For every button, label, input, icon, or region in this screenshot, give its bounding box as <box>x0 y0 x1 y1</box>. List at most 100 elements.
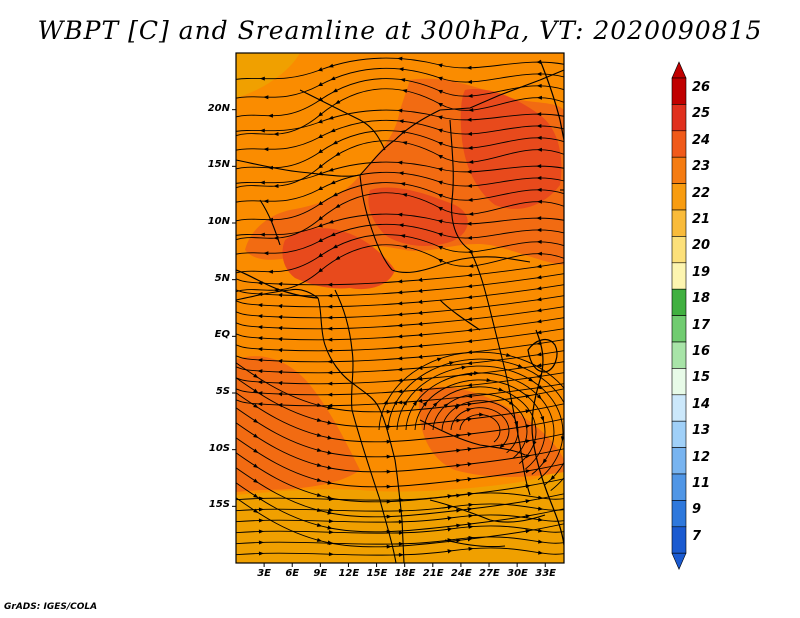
streamline <box>236 234 564 274</box>
streamline-arrow <box>332 244 338 249</box>
lon-label: 30E <box>507 568 528 579</box>
streamline <box>236 295 564 320</box>
streamline-arrow <box>466 339 473 344</box>
streamline-arrow <box>328 519 334 524</box>
streamline-arrow <box>466 317 473 322</box>
streamline <box>236 361 564 386</box>
streamline-arrow <box>253 418 259 424</box>
streamline-arrow <box>456 448 462 453</box>
streamline-arrow <box>536 216 542 221</box>
streamline <box>236 284 564 309</box>
colorbar-label: 12 <box>692 449 711 465</box>
colorbar-bottom-arrow <box>671 552 687 570</box>
streamline-arrow <box>536 308 542 313</box>
streamline-arrow <box>468 159 474 164</box>
streamline-arrow <box>335 151 341 157</box>
streamline-arrow <box>563 388 564 394</box>
streamline-arrow <box>257 314 263 319</box>
streamline-arrow <box>466 235 472 240</box>
streamline-arrow <box>327 359 333 364</box>
colorbar <box>671 61 687 570</box>
streamline-arrow <box>263 95 269 100</box>
grads-credit: GrADS: IGES/COLA <box>4 602 98 612</box>
streamline-arrow <box>536 297 542 302</box>
streamline-arrow <box>400 130 406 135</box>
streamline-arrow <box>456 478 462 483</box>
streamline-arrow <box>398 552 404 557</box>
colorbar-swatch <box>671 262 687 290</box>
streamline-arrow <box>328 115 334 120</box>
streamline-arrow <box>536 95 542 100</box>
colorbar-label: 19 <box>692 264 711 280</box>
streamline-arrow <box>259 128 265 133</box>
streamline-arrow <box>257 380 263 385</box>
streamline-arrow <box>536 363 542 368</box>
streamline-arrow <box>253 508 259 514</box>
streamline-arrow <box>257 369 263 374</box>
lon-label: 18E <box>394 568 416 579</box>
streamline-arrow <box>536 164 542 169</box>
streamline-arrow <box>536 239 542 244</box>
streamline-arrow <box>542 458 548 464</box>
lat-label: 10S <box>208 442 230 454</box>
streamline-arrow <box>335 99 341 105</box>
streamline-arrow <box>328 541 334 546</box>
streamline-arrow <box>468 513 474 518</box>
streamline-arrow <box>253 493 259 499</box>
streamline-arrow <box>253 403 259 409</box>
lon-label: 3E <box>257 568 271 579</box>
streamline-arrow <box>466 295 473 300</box>
lat-label: EQ <box>214 329 230 341</box>
streamline-arrow <box>253 448 259 454</box>
streamline <box>396 365 564 481</box>
lat-label: 10N <box>207 216 230 227</box>
streamline-arrow <box>456 418 462 423</box>
lat-label: 5S <box>215 386 230 397</box>
streamline-arrow <box>436 357 443 362</box>
streamline-arrow <box>536 123 542 128</box>
streamline-arrow <box>466 284 473 289</box>
streamline-arrow <box>466 394 473 399</box>
streamline-arrow <box>468 502 474 507</box>
colorbar-swatch <box>671 130 687 158</box>
streamlines <box>236 56 564 557</box>
streamline-arrow <box>257 402 263 407</box>
colorbar-label: 11 <box>692 476 711 491</box>
streamline-arrow <box>505 353 512 357</box>
country-borders <box>236 69 564 563</box>
streamline <box>236 339 564 364</box>
streamline <box>236 182 564 222</box>
colorbar-label: 24 <box>692 132 711 148</box>
colorbar-label: 9 <box>692 502 702 518</box>
streamline-arrow <box>466 117 472 122</box>
lon-label: 12E <box>338 568 360 579</box>
lat-label: 20N <box>207 102 230 114</box>
streamline-arrow <box>536 286 542 291</box>
streamline-arrow <box>327 403 333 408</box>
streamline-arrow <box>316 433 323 437</box>
streamline-arrow <box>466 372 473 377</box>
streamline-arrow <box>525 499 531 504</box>
colorbar-swatch <box>671 104 687 132</box>
streamline-arrow <box>397 389 403 394</box>
lon-label: 27E <box>479 568 500 579</box>
streamline-arrow <box>536 147 542 152</box>
colorbar-label: 23 <box>692 159 711 175</box>
colorbar-swatch <box>671 341 687 369</box>
streamline-arrow <box>328 219 334 224</box>
colorbar-label: 26 <box>692 80 711 95</box>
streamline-arrow <box>466 361 473 366</box>
lat-label: 5N <box>214 272 230 284</box>
colorbar-top-arrow <box>671 61 687 79</box>
colorbar-swatch <box>671 526 687 554</box>
streamline-arrow <box>397 334 403 339</box>
streamline-arrow <box>401 245 408 249</box>
streamline <box>236 372 564 397</box>
streamline-arrow <box>327 326 333 331</box>
streamline-arrow <box>536 319 542 324</box>
lon-label: 9E <box>313 568 328 579</box>
streamline-arrow <box>253 478 259 484</box>
streamline-arrow <box>332 140 338 145</box>
streamline-arrow <box>397 367 403 372</box>
streamline-arrow <box>456 538 462 543</box>
